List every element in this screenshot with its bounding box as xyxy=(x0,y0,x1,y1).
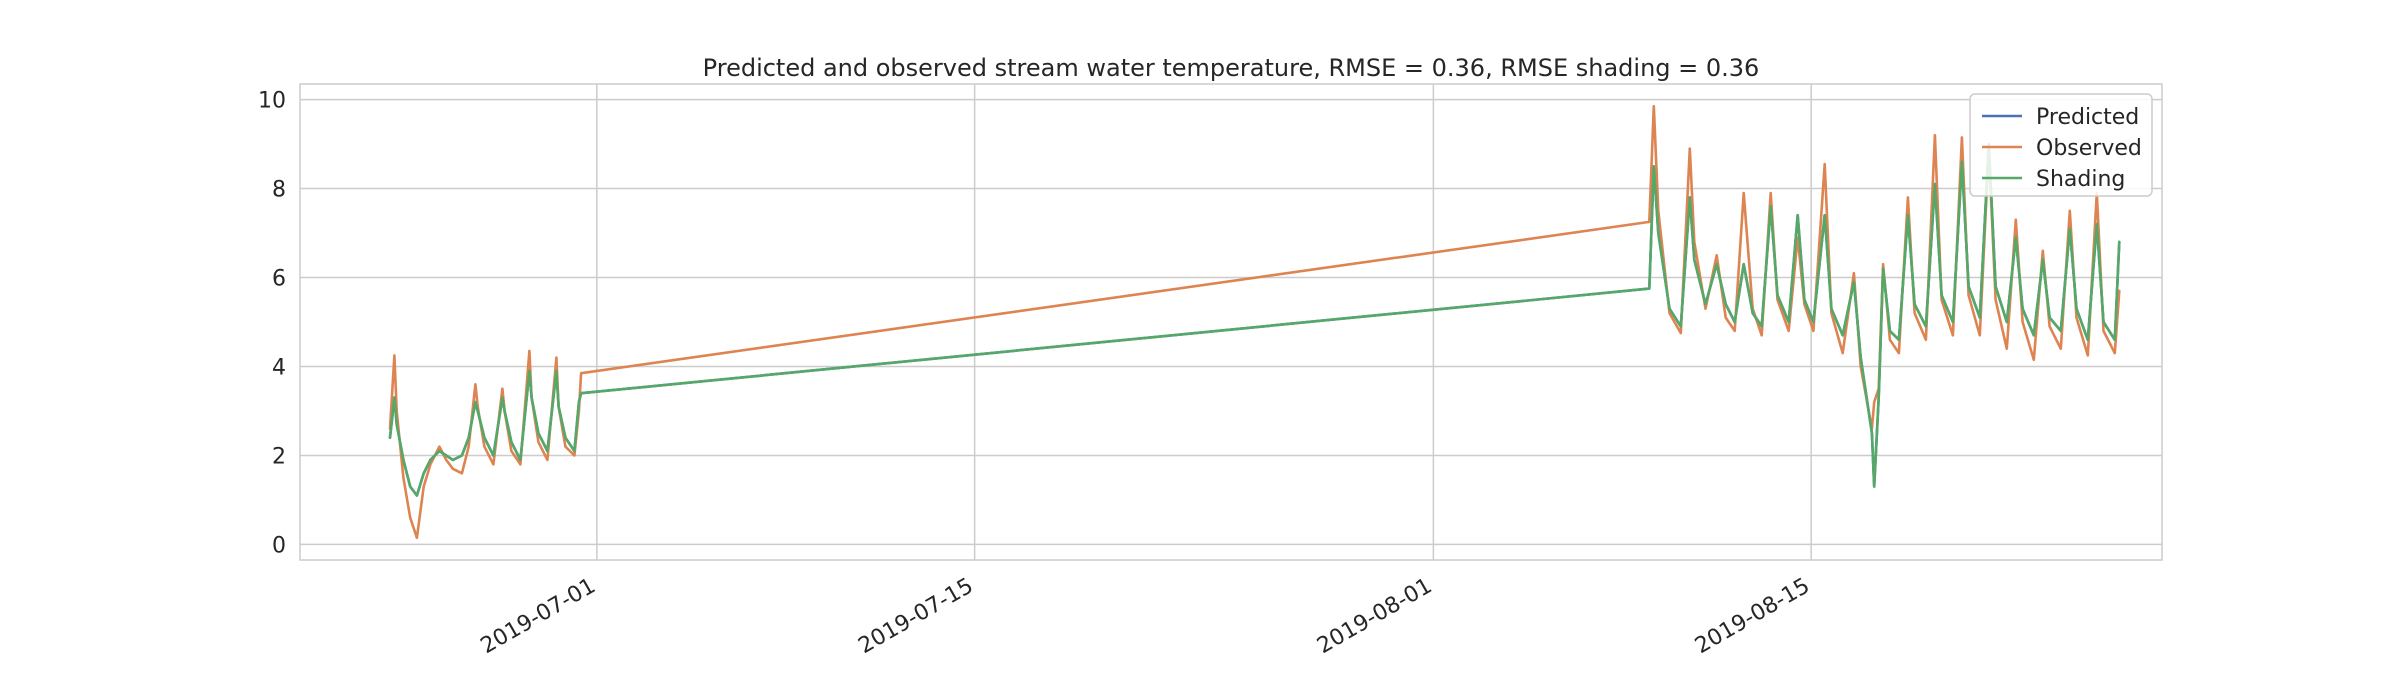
x-tick-label: 2019-08-01 xyxy=(1313,574,1436,660)
x-tick-label: 2019-07-15 xyxy=(854,574,977,660)
x-tick-label: 2019-07-01 xyxy=(477,574,600,660)
grid-lines xyxy=(300,84,2162,560)
y-tick-label: 8 xyxy=(272,178,286,203)
series-lines xyxy=(388,104,2121,540)
legend-label-predicted: Predicted xyxy=(2036,105,2139,130)
y-tick-label: 0 xyxy=(272,533,286,558)
x-tick-label: 2019-08-15 xyxy=(1691,574,1814,660)
y-tick-labels: 0 2 4 6 8 10 xyxy=(258,89,286,559)
chart-title: Predicted and observed stream water temp… xyxy=(703,54,1760,82)
x-tick-labels: 2019-07-01 2019-07-15 2019-08-01 2019-08-15 xyxy=(477,574,1815,660)
chart-legend: Predicted Observed Shading xyxy=(1969,93,2153,197)
plot-background xyxy=(300,84,2162,560)
y-tick-label: 2 xyxy=(272,444,286,469)
series-line-shading xyxy=(388,142,2121,497)
legend-label-observed: Observed xyxy=(2036,136,2142,161)
plot-frame xyxy=(299,83,2163,561)
y-tick-label: 10 xyxy=(258,89,286,114)
y-tick-label: 6 xyxy=(272,267,286,292)
legend-box xyxy=(1969,93,2153,197)
legend-label-shading: Shading xyxy=(2036,167,2125,192)
y-tick-label: 4 xyxy=(272,355,286,380)
